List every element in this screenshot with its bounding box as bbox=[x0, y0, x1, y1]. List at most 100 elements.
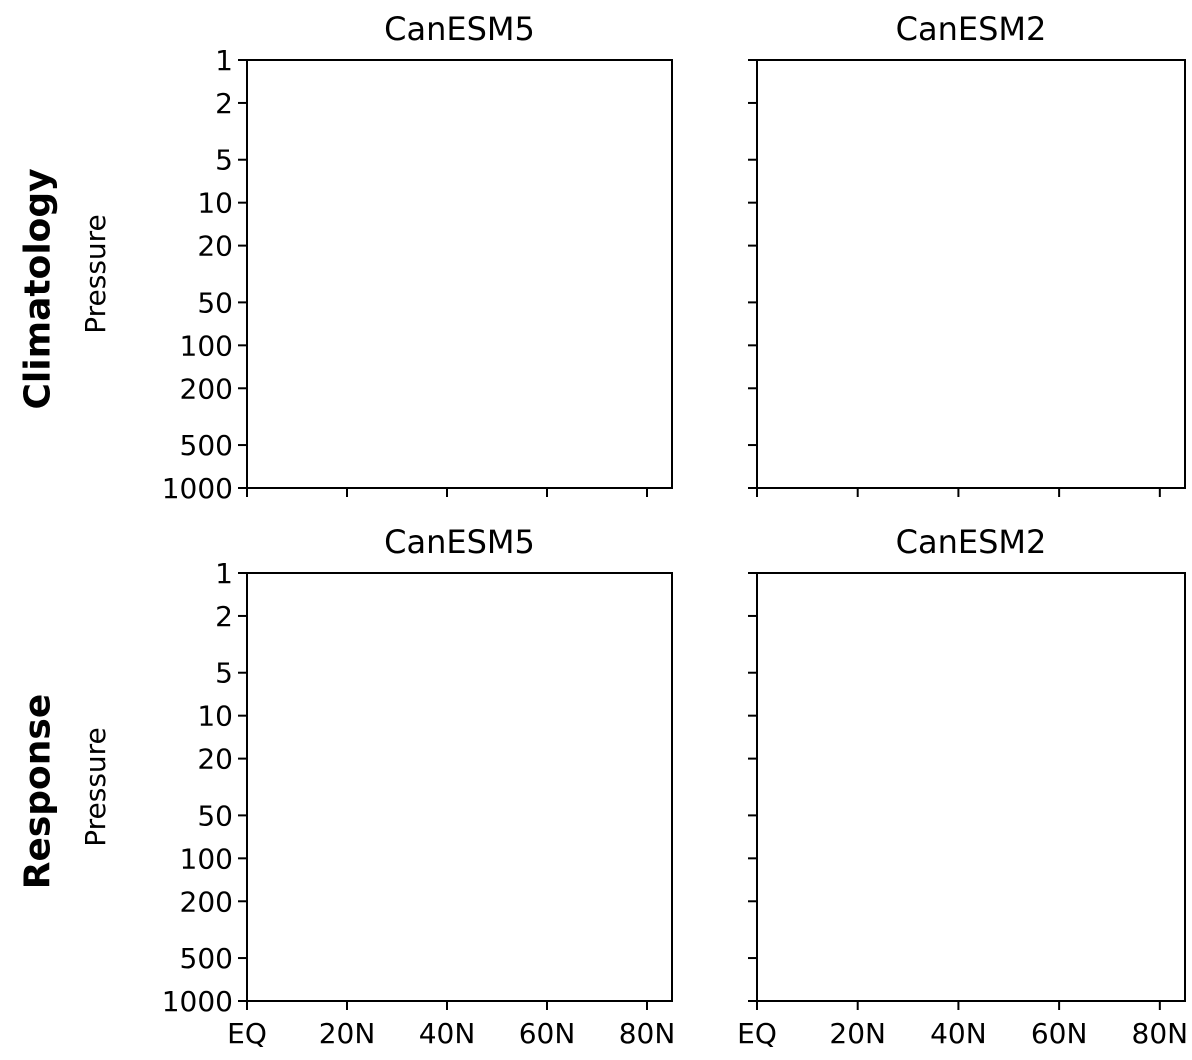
contour-fill-red_dark bbox=[396, 60, 541, 103]
contour-fill-red bbox=[903, 829, 943, 863]
contour-fill-orange_light bbox=[375, 710, 394, 744]
contour-fill-blue_light bbox=[838, 936, 872, 952]
contour-field bbox=[247, 60, 672, 488]
axes-frame bbox=[246, 572, 673, 1002]
y-tick-label: 5 bbox=[215, 144, 233, 177]
contour-fill-blue_pale bbox=[247, 678, 268, 693]
x-tick-label: 40N bbox=[419, 1017, 476, 1050]
x-tick-label: 40N bbox=[930, 1017, 987, 1050]
y-tick-label: 200 bbox=[180, 885, 233, 918]
contour-fill-red bbox=[247, 736, 307, 796]
contour-fill-orange_light bbox=[247, 573, 672, 890]
x-tick-label: EQ bbox=[737, 1017, 777, 1050]
contour-fill-blue_pale bbox=[247, 394, 319, 488]
contour-field bbox=[757, 573, 1185, 1001]
axes-frame bbox=[756, 572, 1186, 1002]
contour-fill-orange_light bbox=[413, 573, 447, 594]
y-tick-label: 100 bbox=[180, 329, 233, 362]
contour-fill-blue_light bbox=[945, 573, 962, 583]
x-tick-label: EQ bbox=[227, 1017, 267, 1050]
contour-fill-red bbox=[400, 834, 443, 856]
contour-fill-blue_pale bbox=[1061, 462, 1185, 488]
y-axis-label: Pressure bbox=[79, 214, 112, 334]
y-axis-label: Pressure bbox=[79, 727, 112, 847]
panel-2: CanESM2 bbox=[748, 10, 1186, 497]
contour-fill-yellow_pale bbox=[409, 573, 462, 616]
y-tick-label: 50 bbox=[197, 286, 233, 319]
x-tick-label: 20N bbox=[319, 1017, 376, 1050]
contour-fill-orange_light bbox=[757, 638, 991, 872]
contour-fill-orange_light bbox=[326, 60, 672, 488]
contour-fill-blue_dark bbox=[247, 60, 273, 69]
contour-fill-blue_light bbox=[962, 573, 1185, 865]
contour-fill-orange bbox=[247, 573, 672, 881]
contour-fill-yellow_pale bbox=[757, 60, 1185, 488]
y-tick-label: 500 bbox=[180, 942, 233, 975]
contour-fill-orange_light bbox=[837, 60, 1163, 435]
contour-fill-yellow_pale bbox=[247, 60, 672, 488]
contour-fill-orange_light bbox=[511, 573, 562, 618]
contour-fill-orange bbox=[327, 60, 651, 459]
x-tick-label: 20N bbox=[829, 1017, 886, 1050]
x-tick-label: 80N bbox=[1132, 1017, 1189, 1050]
contour-fill-blue_pale bbox=[426, 573, 460, 604]
contour-fill-blue_light bbox=[1039, 603, 1078, 652]
contour-fill-orange bbox=[885, 60, 1150, 183]
y-tick-label: 200 bbox=[180, 372, 233, 405]
contour-fill-blue_pale bbox=[247, 884, 460, 1001]
y-tick-label: 1 bbox=[215, 44, 233, 77]
contour-fill-red bbox=[332, 342, 456, 432]
y-tick-label: 500 bbox=[180, 429, 233, 462]
contour-fill-blue_pale bbox=[528, 744, 673, 1001]
axes-frame bbox=[246, 59, 673, 489]
contour-fill-blue_light bbox=[757, 120, 777, 253]
contour-field bbox=[247, 573, 672, 1001]
contour-fill-blue_pale bbox=[757, 573, 1185, 1001]
contour-fill-blue bbox=[247, 60, 302, 86]
contour-fill-orange bbox=[843, 321, 1010, 432]
y-tick-label: 2 bbox=[215, 87, 233, 120]
contour-fill-orange_light bbox=[247, 640, 281, 675]
contour-fill-blue_pale bbox=[757, 86, 830, 351]
axes-frame bbox=[756, 59, 1186, 489]
contour-fill-red bbox=[868, 342, 975, 419]
contour-fill-blue_light bbox=[247, 111, 293, 282]
contour-fill-red bbox=[247, 595, 307, 637]
contour-fill-yellow_pale bbox=[247, 662, 341, 736]
contour-fill-blue_mid bbox=[757, 60, 804, 81]
contour-fill-blue_pale bbox=[247, 77, 324, 347]
x-tick-label: 80N bbox=[619, 1017, 676, 1050]
contour-fill-blue_light bbox=[247, 60, 319, 99]
y-tick-label: 2 bbox=[215, 600, 233, 633]
contour-fill-red_dark bbox=[281, 573, 642, 879]
contour-background bbox=[757, 60, 1185, 488]
y-tick-label: 1 bbox=[215, 557, 233, 590]
contour-fill-red_dark bbox=[928, 60, 1026, 94]
x-tick-label: 60N bbox=[1031, 1017, 1088, 1050]
y-tick-label: 100 bbox=[180, 842, 233, 875]
contour-fill-red bbox=[451, 718, 532, 814]
contour-background bbox=[757, 573, 1185, 1001]
y-tick-label: 10 bbox=[197, 700, 233, 733]
panel-title: CanESM2 bbox=[896, 10, 1047, 48]
contour-fill-blue_mid bbox=[247, 60, 290, 77]
panel-title: CanESM5 bbox=[384, 523, 535, 561]
panel-title: CanESM2 bbox=[896, 523, 1047, 561]
contour-fill-blue_light bbox=[757, 60, 830, 103]
contour-fill-blue_pale bbox=[800, 808, 834, 824]
y-tick-label: 5 bbox=[215, 657, 233, 690]
contour-fill-blue_pale bbox=[757, 881, 783, 898]
panel-1: 1 2 5 10 20 50 100 200 500 1000 CanESM5 Pressure bbox=[79, 10, 673, 505]
contour-fill-orange bbox=[800, 769, 997, 892]
contour-fill-blue_dark bbox=[757, 60, 787, 73]
contour-fill-red bbox=[370, 60, 639, 272]
contour-fill-blue_light bbox=[370, 935, 400, 959]
y-tick-label: 1000 bbox=[162, 985, 233, 1018]
y-tick-label: 20 bbox=[197, 230, 233, 263]
y-tick-label: 10 bbox=[197, 187, 233, 220]
contour-fill-red bbox=[277, 573, 668, 893]
contour-fill-red bbox=[907, 60, 1057, 133]
x-tick-label: 60N bbox=[519, 1017, 576, 1050]
